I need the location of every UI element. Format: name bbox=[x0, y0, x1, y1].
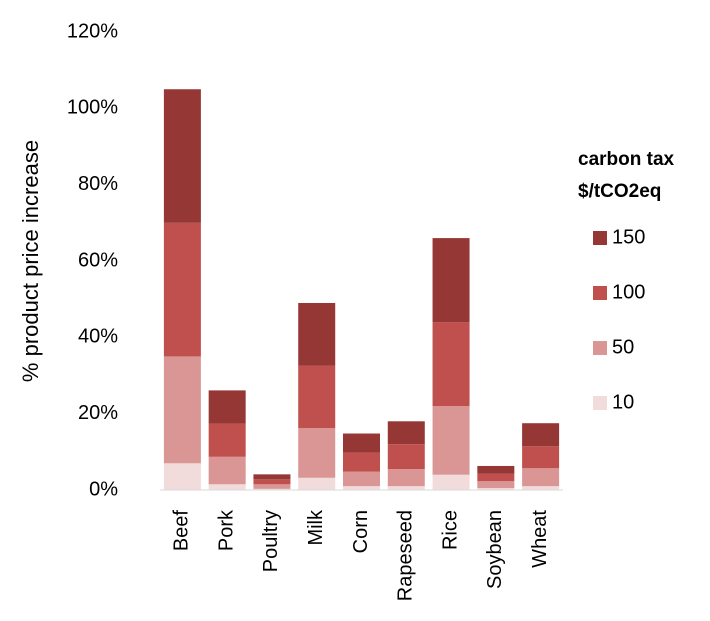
legend-label: 150 bbox=[612, 226, 645, 248]
bar-segment bbox=[208, 390, 246, 424]
bar-segment bbox=[522, 468, 560, 487]
bar-segment bbox=[298, 302, 336, 366]
bar-segment bbox=[477, 481, 515, 489]
bar-segment bbox=[432, 238, 470, 323]
bar-segment bbox=[432, 322, 470, 407]
x-tick-label: Soybean bbox=[484, 510, 506, 589]
legend-label: 10 bbox=[612, 391, 634, 413]
bar-segment bbox=[253, 484, 291, 489]
bar-segment bbox=[343, 433, 380, 453]
legend-swatch bbox=[593, 341, 607, 355]
x-tick-label: Wheat bbox=[529, 510, 551, 568]
bar-segment bbox=[432, 474, 470, 490]
bar-segment bbox=[298, 365, 336, 429]
y-tick-label: 0% bbox=[89, 478, 118, 500]
y-tick-label: 100% bbox=[67, 97, 118, 119]
bar-segment bbox=[522, 446, 560, 469]
bar-segment bbox=[432, 406, 470, 475]
bar-segment bbox=[387, 421, 425, 445]
x-tick-label: Beef bbox=[171, 510, 193, 552]
y-tick-label: 40% bbox=[78, 326, 118, 348]
bar-segment bbox=[163, 463, 201, 490]
x-tick-label: Milk bbox=[305, 509, 327, 546]
bar-segment bbox=[343, 471, 380, 487]
bar-segment bbox=[208, 456, 246, 485]
legend-label: 100 bbox=[612, 281, 645, 303]
legend-swatch bbox=[593, 231, 607, 245]
bar-segment bbox=[163, 89, 201, 223]
y-tick-label: 80% bbox=[78, 173, 118, 195]
bar-segment bbox=[208, 484, 246, 490]
bar-segment bbox=[387, 469, 425, 487]
x-tick-label: Pork bbox=[215, 509, 237, 551]
bar-segment bbox=[387, 444, 425, 470]
bar-segment bbox=[477, 473, 515, 482]
y-tick-label: 20% bbox=[78, 402, 118, 424]
bar-segment bbox=[522, 423, 560, 447]
bar-segment bbox=[253, 474, 291, 480]
x-tick-label: Rice bbox=[439, 510, 461, 550]
bar-segment bbox=[477, 488, 515, 490]
x-tick-label: Rapeseed bbox=[395, 510, 417, 601]
bar-segment bbox=[163, 222, 201, 357]
y-tick-label: 60% bbox=[78, 249, 118, 271]
bar-segment bbox=[477, 465, 515, 474]
y-axis-label: % product price increase bbox=[18, 140, 43, 382]
legend-swatch bbox=[593, 286, 607, 300]
legend-label: 50 bbox=[612, 336, 634, 358]
x-tick-label: Poultry bbox=[260, 510, 282, 572]
bar-segment bbox=[253, 479, 291, 485]
x-tick-label: Corn bbox=[350, 510, 372, 553]
bar-segment bbox=[163, 356, 201, 464]
bar-segment bbox=[387, 486, 425, 490]
bar-segment bbox=[298, 477, 336, 490]
bar-segment bbox=[343, 486, 380, 490]
y-tick-label: 120% bbox=[67, 20, 118, 42]
bar-segment bbox=[208, 423, 246, 457]
bar-segment bbox=[253, 488, 291, 490]
bar-segment bbox=[522, 486, 560, 490]
legend-title: carbon tax bbox=[578, 149, 675, 170]
bar-segment bbox=[343, 452, 380, 472]
legend-swatch bbox=[593, 396, 607, 410]
legend-title: $/tCO2eq bbox=[578, 181, 661, 202]
bar-segment bbox=[298, 428, 336, 478]
